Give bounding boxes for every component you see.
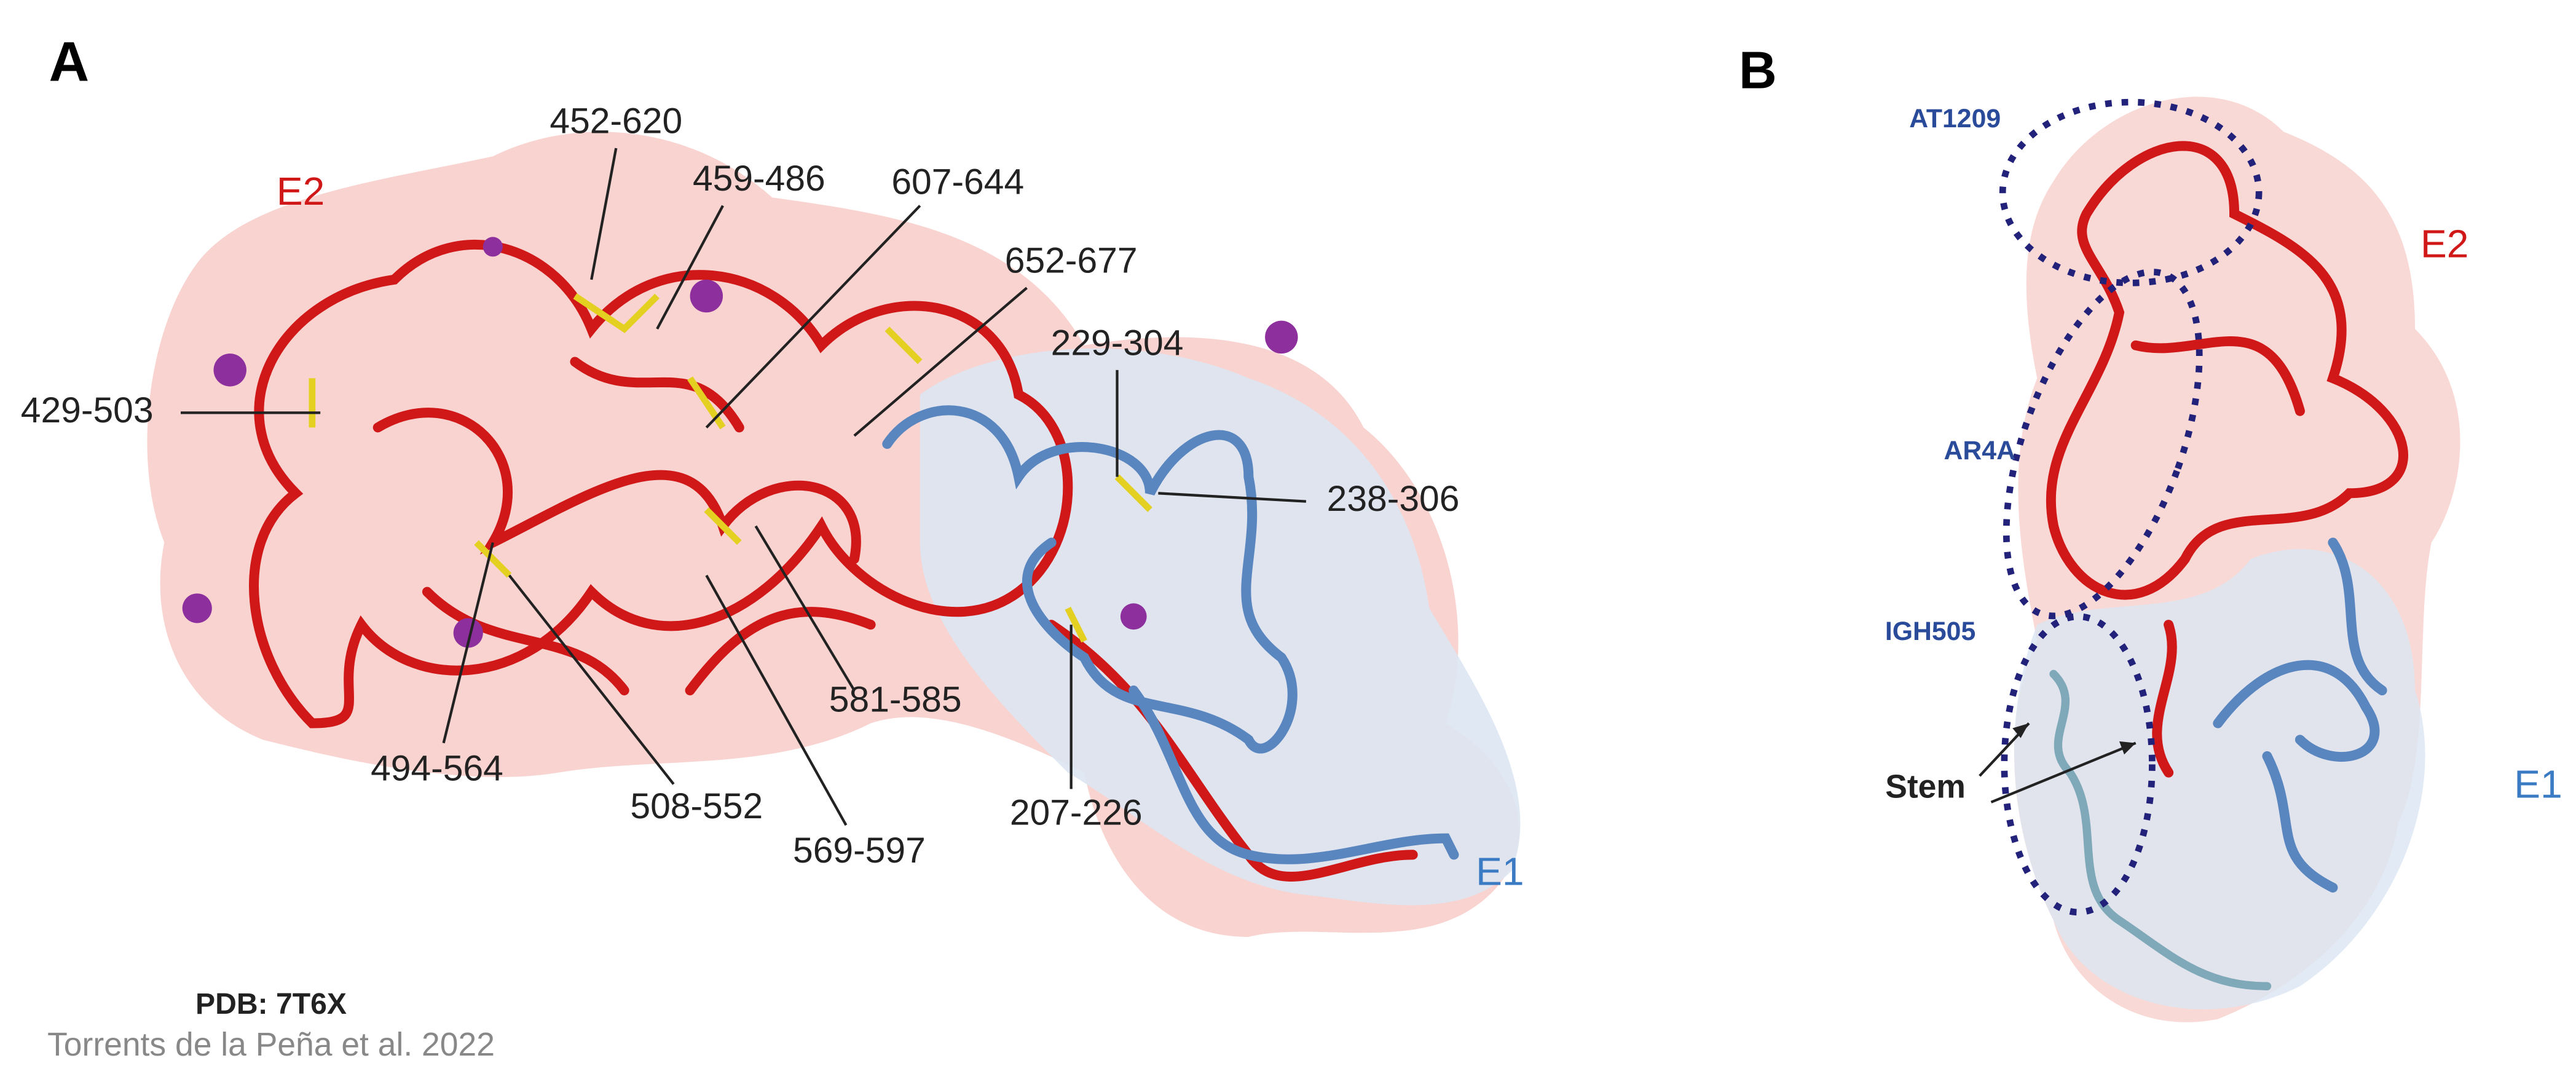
disulfide-label: 429-503 bbox=[21, 390, 154, 430]
panel-label: A bbox=[49, 31, 89, 93]
e1-label: E1 bbox=[1476, 849, 1524, 893]
disulfide-label: 459-486 bbox=[693, 159, 825, 199]
panel-b-structure bbox=[1979, 97, 2460, 1022]
disulfide-label: 229-304 bbox=[1051, 323, 1184, 363]
disulfide-label: 569-597 bbox=[793, 831, 926, 871]
epitope-label: AT1209 bbox=[1909, 104, 2001, 133]
panel-a-structure bbox=[147, 132, 1521, 937]
disulfide-label: 494-564 bbox=[371, 749, 503, 789]
epitope-label: AR4A bbox=[1944, 436, 2015, 465]
panel-label: B bbox=[1739, 41, 1777, 100]
disulfide-label: 508-552 bbox=[630, 786, 763, 826]
disulfide-label: 607-644 bbox=[891, 162, 1024, 202]
citation: Torrents de la Peña et al. 2022 bbox=[47, 1027, 495, 1063]
leader-lines bbox=[181, 148, 1307, 826]
epitope-label: IGH505 bbox=[1885, 617, 1975, 646]
disulfide-label: 238-306 bbox=[1327, 479, 1460, 519]
disulfide-label: 452-620 bbox=[549, 101, 682, 141]
disulfide-label: 652-677 bbox=[1005, 241, 1138, 281]
disulfide-labels: 452-620 459-486 607-644 652-677 229-304 … bbox=[21, 101, 1460, 871]
e1-label: E1 bbox=[2514, 762, 2562, 807]
disulfide-label: 581-585 bbox=[829, 679, 962, 719]
pdb-label: PDB: 7T6X bbox=[195, 987, 347, 1021]
e2-label: E2 bbox=[277, 169, 325, 213]
stem-label: Stem bbox=[1885, 769, 1966, 805]
e2-label: E2 bbox=[2420, 221, 2468, 266]
disulfide-label: 207-226 bbox=[1010, 793, 1143, 833]
